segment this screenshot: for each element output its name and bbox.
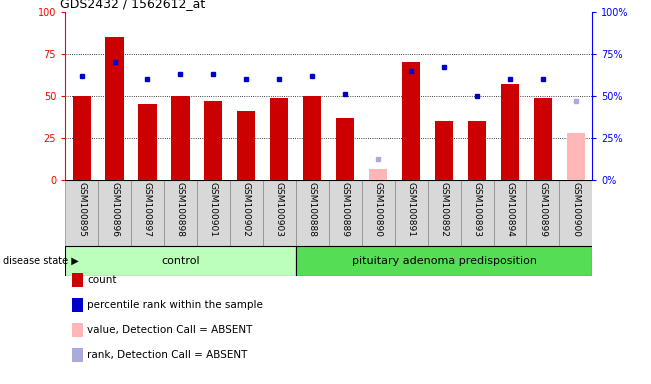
Bar	[493, 180, 527, 246]
Bar	[65, 180, 98, 246]
Bar	[230, 180, 263, 246]
Text: GSM100899: GSM100899	[538, 182, 547, 237]
Bar	[435, 121, 453, 180]
Bar	[238, 111, 255, 180]
Bar	[527, 180, 559, 246]
Text: control: control	[161, 256, 200, 266]
Text: GSM100890: GSM100890	[374, 182, 383, 237]
Bar	[131, 180, 164, 246]
Bar	[296, 246, 592, 276]
Bar	[72, 96, 90, 180]
Bar	[263, 180, 296, 246]
Text: GSM100893: GSM100893	[473, 182, 482, 237]
Bar	[139, 104, 156, 180]
Bar	[402, 62, 420, 180]
Bar	[534, 98, 552, 180]
Bar	[461, 180, 493, 246]
Text: percentile rank within the sample: percentile rank within the sample	[87, 300, 263, 310]
Bar	[336, 118, 354, 180]
Bar	[98, 180, 131, 246]
Bar	[270, 98, 288, 180]
Text: GSM100888: GSM100888	[308, 182, 317, 237]
Bar	[329, 180, 362, 246]
Bar	[197, 180, 230, 246]
Text: rank, Detection Call = ABSENT: rank, Detection Call = ABSENT	[87, 350, 247, 360]
Bar	[65, 246, 296, 276]
Text: GSM100902: GSM100902	[242, 182, 251, 237]
Text: GSM100903: GSM100903	[275, 182, 284, 237]
Bar	[171, 96, 189, 180]
Bar	[105, 37, 124, 180]
Text: GSM100898: GSM100898	[176, 182, 185, 237]
Text: GSM100892: GSM100892	[439, 182, 449, 237]
Text: disease state ▶: disease state ▶	[3, 256, 79, 266]
Bar	[428, 180, 461, 246]
Text: GSM100894: GSM100894	[506, 182, 514, 237]
Bar	[296, 180, 329, 246]
Bar	[559, 180, 592, 246]
Bar	[501, 84, 519, 180]
Text: GSM100891: GSM100891	[407, 182, 415, 237]
Text: GDS2432 / 1562612_at: GDS2432 / 1562612_at	[60, 0, 205, 10]
Bar	[362, 180, 395, 246]
Bar	[204, 101, 223, 180]
Text: GSM100889: GSM100889	[340, 182, 350, 237]
Text: GSM100895: GSM100895	[77, 182, 86, 237]
Text: pituitary adenoma predisposition: pituitary adenoma predisposition	[352, 256, 536, 266]
Text: count: count	[87, 275, 117, 285]
Bar	[567, 133, 585, 180]
Bar	[164, 180, 197, 246]
Text: GSM100900: GSM100900	[572, 182, 581, 237]
Bar	[395, 180, 428, 246]
Bar	[369, 169, 387, 180]
Text: GSM100901: GSM100901	[209, 182, 218, 237]
Bar	[468, 121, 486, 180]
Text: value, Detection Call = ABSENT: value, Detection Call = ABSENT	[87, 325, 253, 335]
Text: GSM100897: GSM100897	[143, 182, 152, 237]
Bar	[303, 96, 322, 180]
Text: GSM100896: GSM100896	[110, 182, 119, 237]
